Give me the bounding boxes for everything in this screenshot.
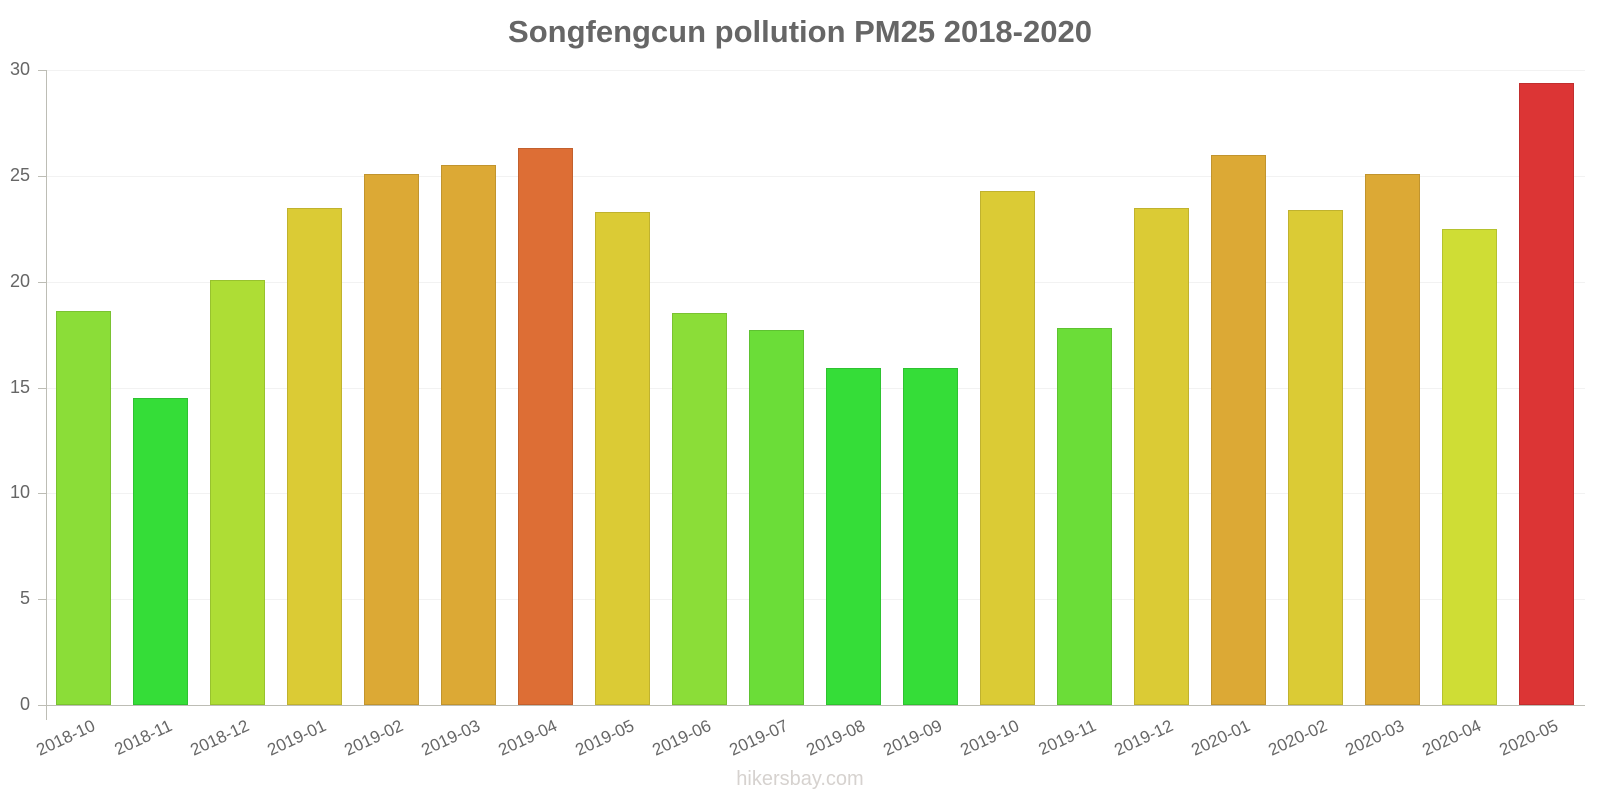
x-tick-label: 2020-05 xyxy=(1495,716,1561,760)
y-tick-mark xyxy=(38,175,46,177)
x-tick-label: 2019-11 xyxy=(1035,716,1099,760)
bar-2019-06[interactable] xyxy=(672,313,728,705)
x-tick-label: 2019-03 xyxy=(418,716,484,760)
bar-2019-03[interactable] xyxy=(441,165,497,705)
x-tick-label: 2018-12 xyxy=(187,716,253,760)
y-tick-mark xyxy=(38,599,46,601)
gridline xyxy=(46,70,1585,71)
gridline xyxy=(46,387,1585,389)
bar-2018-10[interactable] xyxy=(56,311,112,705)
x-axis-line xyxy=(38,705,1585,706)
y-tick-label: 30 xyxy=(9,59,30,79)
y-tick-mark xyxy=(38,387,46,389)
x-tick-label: 2019-12 xyxy=(1111,716,1176,760)
gridline xyxy=(46,281,1585,283)
bar-2019-10[interactable] xyxy=(979,190,1035,705)
y-tick-label: 10 xyxy=(9,482,30,503)
x-tick-label: 2018-10 xyxy=(33,716,99,760)
bar-2019-01[interactable] xyxy=(287,207,343,705)
bar-2019-11[interactable] xyxy=(1056,328,1112,705)
x-tick-label: 2019-02 xyxy=(341,716,407,760)
x-tick-label: 2019-06 xyxy=(649,716,715,760)
x-tick-label: 2020-02 xyxy=(1265,716,1330,760)
bar-2019-07[interactable] xyxy=(749,330,805,705)
watermark: hikersbay.com xyxy=(736,768,864,790)
y-axis-line xyxy=(46,70,47,720)
x-tick-label: 2020-04 xyxy=(1419,716,1484,760)
bar-2020-03[interactable] xyxy=(1364,173,1420,705)
gridline xyxy=(46,175,1585,177)
bar-2018-12[interactable] xyxy=(210,279,266,705)
x-tick-label: 2020-01 xyxy=(1188,716,1253,760)
bar-2019-09[interactable] xyxy=(902,368,958,705)
x-tick-label: 2019-01 xyxy=(264,716,330,760)
x-tick-label: 2019-10 xyxy=(957,716,1022,760)
x-tick-label: 2019-08 xyxy=(803,716,868,760)
bar-2020-04[interactable] xyxy=(1441,228,1497,705)
bar-2019-05[interactable] xyxy=(595,211,651,705)
x-tick-label: 2018-11 xyxy=(112,716,176,760)
y-tick-mark xyxy=(38,70,46,71)
bar-2019-04[interactable] xyxy=(518,148,574,705)
bar-2019-02[interactable] xyxy=(364,173,420,705)
y-tick-label: 0 xyxy=(19,694,30,714)
x-tick-label: 2019-09 xyxy=(880,716,945,760)
gridline xyxy=(46,599,1585,601)
y-tick-label: 20 xyxy=(9,270,30,291)
x-tick-label: 2019-05 xyxy=(572,716,638,760)
bar-2020-05[interactable] xyxy=(1518,82,1574,705)
y-tick-label: 15 xyxy=(9,376,30,397)
x-tick-label: 2020-03 xyxy=(1342,716,1407,760)
plot-area xyxy=(46,70,1585,705)
x-tick-label: 2019-04 xyxy=(495,716,561,760)
y-tick-mark xyxy=(38,281,46,283)
bar-2020-02[interactable] xyxy=(1287,209,1343,705)
y-tick-mark xyxy=(38,493,46,495)
gridline xyxy=(46,493,1585,495)
x-tick-label: 2019-07 xyxy=(726,716,792,760)
bar-2020-01[interactable] xyxy=(1210,154,1266,705)
y-tick-label: 25 xyxy=(9,164,30,185)
chart-title: Songfengcun pollution PM25 2018-2020 xyxy=(508,14,1092,49)
bar-2019-08[interactable] xyxy=(825,368,881,705)
bar-2019-12[interactable] xyxy=(1133,207,1189,705)
bar-2018-11[interactable] xyxy=(133,398,189,705)
y-tick-label: 5 xyxy=(19,588,30,609)
